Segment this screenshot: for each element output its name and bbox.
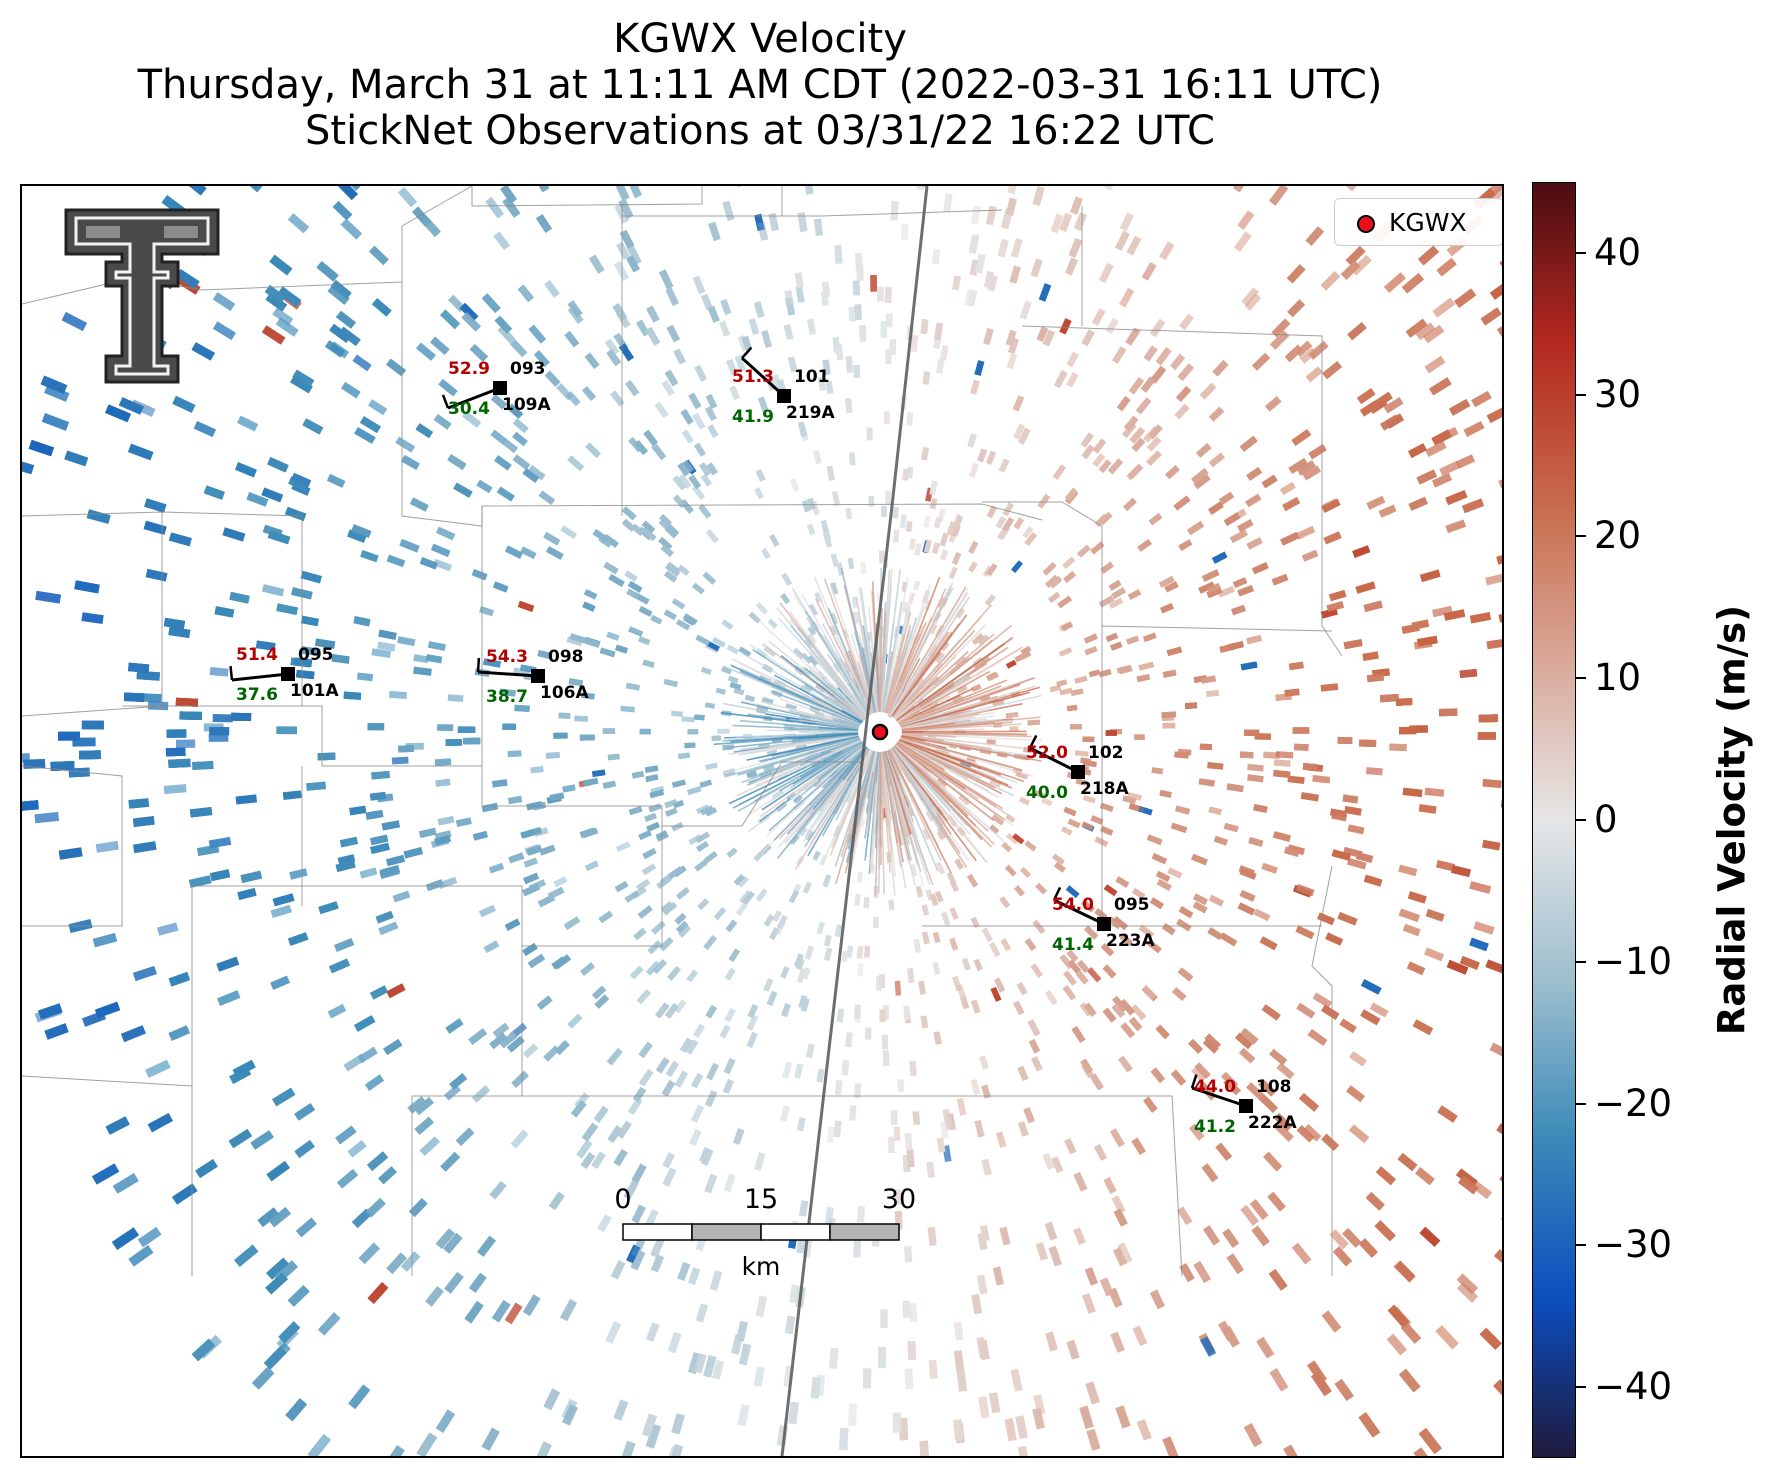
colorbar-tick-label: 40 bbox=[1594, 230, 1642, 274]
title-line-1: KGWX Velocity bbox=[613, 16, 907, 62]
station-bottom-value: 41.9 bbox=[732, 407, 774, 427]
station-direction: 093 bbox=[510, 359, 546, 379]
station-top-value: 54.3 bbox=[486, 647, 528, 667]
station-marker-icon bbox=[531, 669, 545, 683]
colorbar-tick-label: −10 bbox=[1594, 939, 1673, 983]
station-marker-icon bbox=[1071, 765, 1085, 779]
colorbar-tick bbox=[1576, 1386, 1586, 1389]
station-id: 101A bbox=[290, 681, 339, 701]
colorbar-tick bbox=[1576, 535, 1586, 538]
station-id: 218A bbox=[1080, 779, 1129, 799]
station-direction: 095 bbox=[1114, 895, 1150, 915]
station-top-value: 52.9 bbox=[448, 359, 490, 379]
colorbar-tick bbox=[1576, 819, 1586, 821]
station-top-value: 54.0 bbox=[1052, 895, 1094, 915]
state-boundary bbox=[780, 186, 929, 1456]
map-legend: KGWX bbox=[1334, 198, 1502, 246]
radar-map[interactable]: 52.9 093 30.4 109A 51.3 101 41.9 219A 51.4 095 37.… bbox=[20, 184, 1504, 1458]
colorbar-tick bbox=[1576, 677, 1586, 680]
station-marker-icon bbox=[1239, 1099, 1253, 1113]
colorbar-tick-label: −20 bbox=[1594, 1081, 1673, 1125]
station-marker-icon bbox=[493, 381, 507, 395]
station-id: 223A bbox=[1106, 931, 1155, 951]
scale-label-30: 30 bbox=[881, 1184, 917, 1215]
station-id: 222A bbox=[1248, 1113, 1297, 1133]
station-direction: 101 bbox=[794, 367, 830, 387]
station-direction: 108 bbox=[1256, 1077, 1292, 1097]
legend-label: KGWX bbox=[1389, 208, 1467, 237]
station-bottom-value: 41.2 bbox=[1194, 1117, 1236, 1137]
colorbar-tick-label: −30 bbox=[1594, 1223, 1673, 1267]
station-top-value: 44.0 bbox=[1194, 1077, 1236, 1097]
colorbar-tick bbox=[1576, 960, 1586, 963]
radar-velocity-field: 52.9 093 30.4 109A 51.3 101 41.9 219A 51.4 095 37.… bbox=[22, 186, 1502, 1456]
sticknet-station[interactable]: 52.9 093 30.4 109A bbox=[441, 359, 551, 419]
colorbar-tick bbox=[1576, 1102, 1586, 1105]
sticknet-station[interactable]: 52.0 102 40.0 218A bbox=[1026, 734, 1129, 804]
county-boundaries bbox=[22, 186, 1343, 1277]
title-line-3: StickNet Observations at 03/31/22 16:22 … bbox=[305, 108, 1215, 154]
colorbar-title: Radial Velocity (m/s) bbox=[1710, 604, 1754, 1036]
station-marker-icon bbox=[1097, 917, 1111, 931]
colorbar-tick-label: 10 bbox=[1594, 656, 1642, 700]
station-marker-icon bbox=[777, 389, 791, 403]
scale-unit: km bbox=[741, 1252, 781, 1281]
station-bottom-value: 41.4 bbox=[1052, 935, 1094, 955]
colorbar-tick bbox=[1576, 393, 1586, 396]
scale-label-15: 15 bbox=[743, 1184, 779, 1215]
radar-site-marker[interactable] bbox=[871, 723, 889, 741]
sticknet-station[interactable]: 54.3 098 38.7 106A bbox=[476, 647, 589, 707]
colorbar bbox=[1532, 182, 1576, 1458]
scale-label-0: 0 bbox=[614, 1184, 632, 1215]
colorbar-tick-label: 0 bbox=[1594, 798, 1618, 841]
station-bottom-value: 30.4 bbox=[448, 399, 490, 419]
colorbar-tick-label: 20 bbox=[1594, 514, 1642, 558]
station-top-value: 51.4 bbox=[236, 645, 278, 665]
station-bottom-value: 38.7 bbox=[486, 687, 528, 707]
station-direction: 098 bbox=[548, 647, 584, 667]
texas-tech-logo-icon bbox=[62, 206, 222, 390]
station-top-value: 51.3 bbox=[732, 367, 774, 387]
station-marker-icon bbox=[281, 667, 295, 681]
colorbar-tick-label: −40 bbox=[1594, 1365, 1673, 1409]
station-id: 219A bbox=[786, 403, 835, 423]
radar-site-legend-icon bbox=[1357, 215, 1375, 233]
colorbar-tick bbox=[1576, 251, 1586, 254]
sticknet-station[interactable]: 51.3 101 41.9 219A bbox=[732, 346, 835, 427]
station-top-value: 52.0 bbox=[1026, 743, 1068, 763]
station-direction: 102 bbox=[1088, 743, 1124, 763]
station-direction: 095 bbox=[298, 645, 334, 665]
station-bottom-value: 37.6 bbox=[236, 685, 278, 705]
sticknet-station[interactable]: 44.0 108 41.2 222A bbox=[1190, 1074, 1297, 1137]
colorbar-tick-label: 30 bbox=[1594, 372, 1642, 416]
sticknet-station[interactable]: 51.4 095 37.6 101A bbox=[229, 645, 340, 705]
colorbar-tick bbox=[1576, 1244, 1586, 1247]
station-id: 109A bbox=[502, 395, 551, 415]
station-id: 106A bbox=[540, 683, 589, 703]
title-line-2: Thursday, March 31 at 11:11 AM CDT (2022… bbox=[137, 62, 1383, 108]
station-bottom-value: 40.0 bbox=[1026, 783, 1068, 803]
sticknet-station[interactable]: 54.0 095 41.4 223A bbox=[1052, 886, 1155, 955]
velocity-bins bbox=[22, 186, 1502, 1456]
